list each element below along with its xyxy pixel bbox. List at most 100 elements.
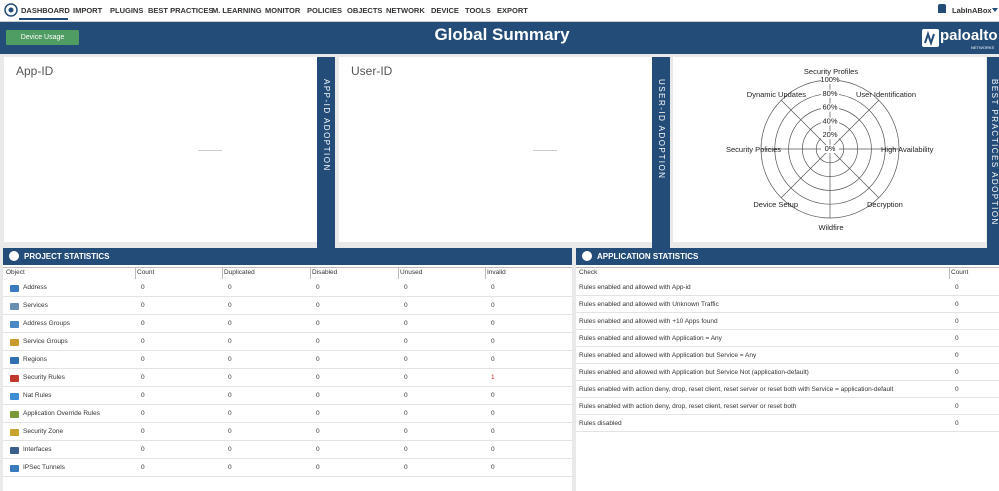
row-label: Rules disabled: [579, 419, 622, 427]
section-title: APPLICATION STATISTICS: [597, 252, 699, 261]
row-icon: [10, 303, 19, 310]
cell-value: 0: [955, 283, 959, 291]
nav-item[interactable]: PLUGINS: [110, 6, 144, 15]
cell-value: 0: [491, 302, 495, 309]
radar-tick-label: 80%: [822, 89, 837, 98]
row-label: Application Override Rules: [23, 410, 100, 417]
column-separator: [310, 267, 311, 279]
column-separator: [949, 267, 950, 279]
cell-value: 0: [141, 338, 145, 345]
nav-item[interactable]: BEST PRACTICES: [148, 6, 214, 15]
section-icon: [582, 251, 592, 261]
panel-title: App-ID: [16, 64, 54, 78]
nav-item[interactable]: MONITOR: [265, 6, 301, 15]
cell-value: 0: [141, 446, 145, 453]
cell-value: 0: [491, 464, 495, 471]
nav-item[interactable]: EXPORT: [497, 6, 528, 15]
row-label: Rules enabled and allowed with App-id: [579, 283, 691, 291]
tick-label-bg: [821, 131, 839, 140]
cell-value: 0: [316, 374, 320, 381]
nav-item[interactable]: DEVICE: [431, 6, 459, 15]
table-row: [3, 405, 572, 423]
table-row: [576, 330, 999, 347]
table-row: [3, 333, 572, 351]
logo-mark: [922, 29, 939, 47]
logo-text: paloalto: [940, 27, 998, 44]
cell-value: 0: [141, 392, 145, 399]
radar-tick-label: 40%: [822, 116, 837, 125]
table-row: [3, 315, 572, 333]
radar-axis: [829, 148, 880, 199]
cell-value: 0: [228, 320, 232, 327]
side-tab: APP-ID ADOPTION: [317, 57, 335, 264]
column-header: Count: [137, 269, 155, 276]
radar-axis-label: Dynamic Updates: [747, 90, 806, 99]
row-label: Rules enabled and allowed with Applicati…: [579, 334, 722, 342]
radar-axis-label: Wildfire: [818, 223, 843, 232]
cell-value: 0: [228, 464, 232, 471]
cell-value: 0: [955, 385, 959, 393]
section-header-bar: [3, 248, 572, 265]
row-icon: [10, 447, 19, 454]
cell-value: 0: [404, 446, 408, 453]
cell-value: 0: [955, 419, 959, 427]
nav-bar: [0, 0, 999, 22]
nav-item[interactable]: M. LEARNING: [212, 6, 262, 15]
table-row: [576, 364, 999, 381]
nav-item[interactable]: POLICIES: [307, 6, 343, 15]
radar-axis: [780, 148, 831, 199]
radar-axis-label: Decryption: [867, 200, 903, 209]
row-label: Rules enabled and allowed with Applicati…: [579, 368, 809, 376]
row-icon: [10, 321, 19, 328]
row-icon: [10, 429, 19, 436]
tick-label-bg: [821, 76, 839, 84]
cell-value: 0: [141, 428, 145, 435]
cell-value: 0: [316, 320, 320, 327]
nav-item[interactable]: TOOLS: [465, 6, 491, 15]
cell-value: 0: [141, 284, 145, 291]
home-logo: [4, 3, 18, 17]
row-label: Security Zone: [23, 428, 64, 435]
page-title: Global Summary: [434, 25, 570, 44]
column-separator: [222, 267, 223, 279]
cell-value: 0: [228, 392, 232, 399]
nav-item[interactable]: NETWORK: [386, 6, 425, 15]
cell-value: 0: [404, 392, 408, 399]
table-row: [3, 279, 572, 297]
nav-item[interactable]: DASHBOARD: [21, 6, 70, 15]
column-separator: [135, 267, 136, 279]
radar-axis: [780, 99, 831, 150]
nav-item[interactable]: OBJECTS: [347, 6, 383, 15]
logo-subtext: NETWORKS: [971, 45, 995, 50]
nav-item[interactable]: IMPORT: [73, 6, 103, 15]
row-label: Rules enabled and allowed with +10 Apps …: [579, 317, 718, 325]
radar-tick-label: 20%: [822, 130, 837, 139]
cell-value: 0: [404, 428, 408, 435]
row-label: Rules enabled with action deny, drop, re…: [579, 402, 797, 410]
cell-value: 0: [141, 374, 145, 381]
column-header: Disabled: [312, 269, 338, 276]
row-label: Rules enabled with action deny, drop, re…: [579, 385, 894, 393]
device-usage-button[interactable]: Device Usage: [6, 30, 79, 45]
user-name[interactable]: LabInABox: [952, 6, 992, 15]
empty-line: [533, 150, 557, 151]
cell-value: 0: [491, 284, 495, 291]
radar-axis-label: Security Profiles: [804, 67, 858, 76]
row-label: Security Rules: [23, 374, 65, 381]
column-header: Check: [579, 269, 598, 276]
panel: [4, 57, 317, 242]
table-row: [576, 381, 999, 398]
cell-value: 0: [228, 446, 232, 453]
row-icon: [10, 285, 19, 292]
column-header: Object: [6, 269, 25, 276]
section-header-bar: [576, 248, 999, 265]
cell-value: 0: [955, 317, 959, 325]
cell-value: 0: [404, 284, 408, 291]
table-row: [576, 415, 999, 432]
cell-value: 0: [955, 334, 959, 342]
table-row: [3, 459, 572, 477]
cell-value: 0: [955, 402, 959, 410]
side-tab: BEST PRACTICES ADOPTION: [987, 57, 999, 264]
row-label: Rules enabled and allowed with Unknown T…: [579, 300, 719, 308]
panel: [339, 57, 652, 242]
